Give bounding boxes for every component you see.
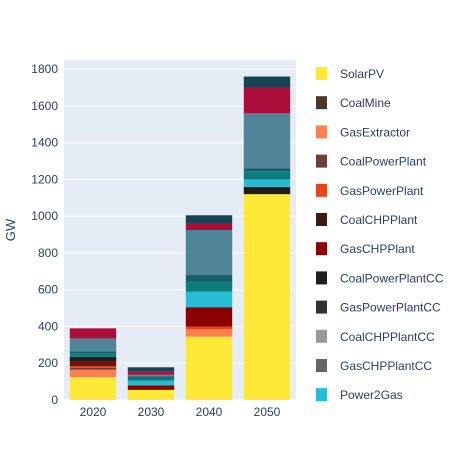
legend-swatch xyxy=(316,359,327,372)
bar-segment[interactable] xyxy=(69,364,117,366)
legend-label[interactable]: CoalMine xyxy=(340,96,391,110)
bar-segment[interactable] xyxy=(69,361,117,365)
bar-segment[interactable] xyxy=(127,376,175,378)
legend-label[interactable]: CoalPowerPlantCC xyxy=(340,271,444,285)
bar-segment[interactable] xyxy=(185,223,233,230)
legend-swatch xyxy=(316,125,327,139)
bar-segment[interactable] xyxy=(185,329,233,337)
bar-segment[interactable] xyxy=(69,377,117,400)
bar-segment[interactable] xyxy=(185,230,233,276)
bar-segment[interactable] xyxy=(69,356,117,362)
legend-swatch xyxy=(316,67,327,80)
x-tick-label: 2040 xyxy=(196,405,223,419)
bar-segment[interactable] xyxy=(127,367,175,372)
y-tick-label: 1600 xyxy=(31,99,58,113)
legend-label[interactable]: CoalPowerPlant xyxy=(340,155,427,169)
legend-label[interactable]: GasPowerPlant xyxy=(340,184,424,198)
bar-segment[interactable] xyxy=(185,291,233,308)
y-tick-label: 400 xyxy=(38,319,58,333)
bar-segment[interactable] xyxy=(185,326,233,330)
y-tick-label: 800 xyxy=(38,246,58,260)
y-axis-ticks: 0 200 400 600 800 1000 1200 1400 1600 1800 xyxy=(31,62,58,407)
legend-swatch xyxy=(316,242,327,256)
bar-segment[interactable] xyxy=(127,371,175,375)
legend-swatch xyxy=(316,388,327,402)
legend-label[interactable]: GasCHPPlantCC xyxy=(340,359,432,373)
bar-segment[interactable] xyxy=(69,328,117,339)
bar-segment[interactable] xyxy=(69,369,117,378)
bar-segment[interactable] xyxy=(127,380,175,386)
bar-segment[interactable] xyxy=(69,351,117,354)
bar-segment[interactable] xyxy=(243,179,291,187)
legend[interactable]: SolarPV CoalMine GasExtractor CoalPowerPlan… xyxy=(316,67,444,402)
bar-segment[interactable] xyxy=(127,374,175,377)
y-tick-label: 1800 xyxy=(31,62,58,76)
legend-label[interactable]: GasExtractor xyxy=(340,125,410,139)
y-tick-label: 600 xyxy=(38,283,58,297)
bar-segment[interactable] xyxy=(243,76,291,88)
bar-segment[interactable] xyxy=(185,215,233,224)
legend-swatch xyxy=(316,183,327,197)
x-tick-label: 2030 xyxy=(138,405,165,419)
bar-segment[interactable] xyxy=(69,338,117,352)
legend-swatch xyxy=(316,96,327,110)
bar-segment[interactable] xyxy=(185,336,233,400)
x-tick-label: 2050 xyxy=(254,405,281,419)
bar-segment[interactable] xyxy=(243,171,291,180)
y-tick-label: 1200 xyxy=(31,172,58,186)
x-tick-label: 2020 xyxy=(80,405,107,419)
bar-segment[interactable] xyxy=(69,353,117,357)
y-tick-label: 200 xyxy=(38,356,58,370)
bar-segment[interactable] xyxy=(243,113,291,169)
legend-swatch xyxy=(316,329,327,343)
bar-segment[interactable] xyxy=(127,389,175,400)
legend-label[interactable]: SolarPV xyxy=(340,67,384,81)
x-axis-ticks: 2020 2030 2040 2050 xyxy=(80,405,281,419)
legend-label[interactable]: Power2Gas xyxy=(340,388,403,402)
legend-swatch xyxy=(316,154,327,168)
bars xyxy=(69,76,291,400)
bar-segment[interactable] xyxy=(185,281,233,292)
legend-label[interactable]: GasCHPPlant xyxy=(340,242,415,256)
y-tick-label: 1400 xyxy=(31,136,58,150)
bar-segment[interactable] xyxy=(243,87,291,114)
legend-label[interactable]: CoalCHPPlant xyxy=(340,213,418,227)
legend-swatch xyxy=(316,213,327,226)
y-tick-label: 0 xyxy=(51,393,58,407)
legend-swatch xyxy=(316,300,327,314)
bar-segment[interactable] xyxy=(69,367,117,370)
bar-segment[interactable] xyxy=(243,168,291,172)
bar-segment[interactable] xyxy=(185,307,233,327)
bar-segment[interactable] xyxy=(243,186,291,195)
bar-segment[interactable] xyxy=(243,194,291,400)
legend-label[interactable]: CoalCHPPlantCC xyxy=(340,330,435,344)
bar-segment[interactable] xyxy=(185,275,233,282)
bar-segment[interactable] xyxy=(69,366,117,368)
y-tick-label: 1000 xyxy=(31,209,58,223)
legend-label[interactable]: GasPowerPlantCC xyxy=(340,301,441,315)
legend-swatch xyxy=(316,271,327,285)
bar-segment[interactable] xyxy=(127,385,175,390)
bar-segment[interactable] xyxy=(127,377,175,381)
y-axis-label: GW xyxy=(3,218,18,241)
